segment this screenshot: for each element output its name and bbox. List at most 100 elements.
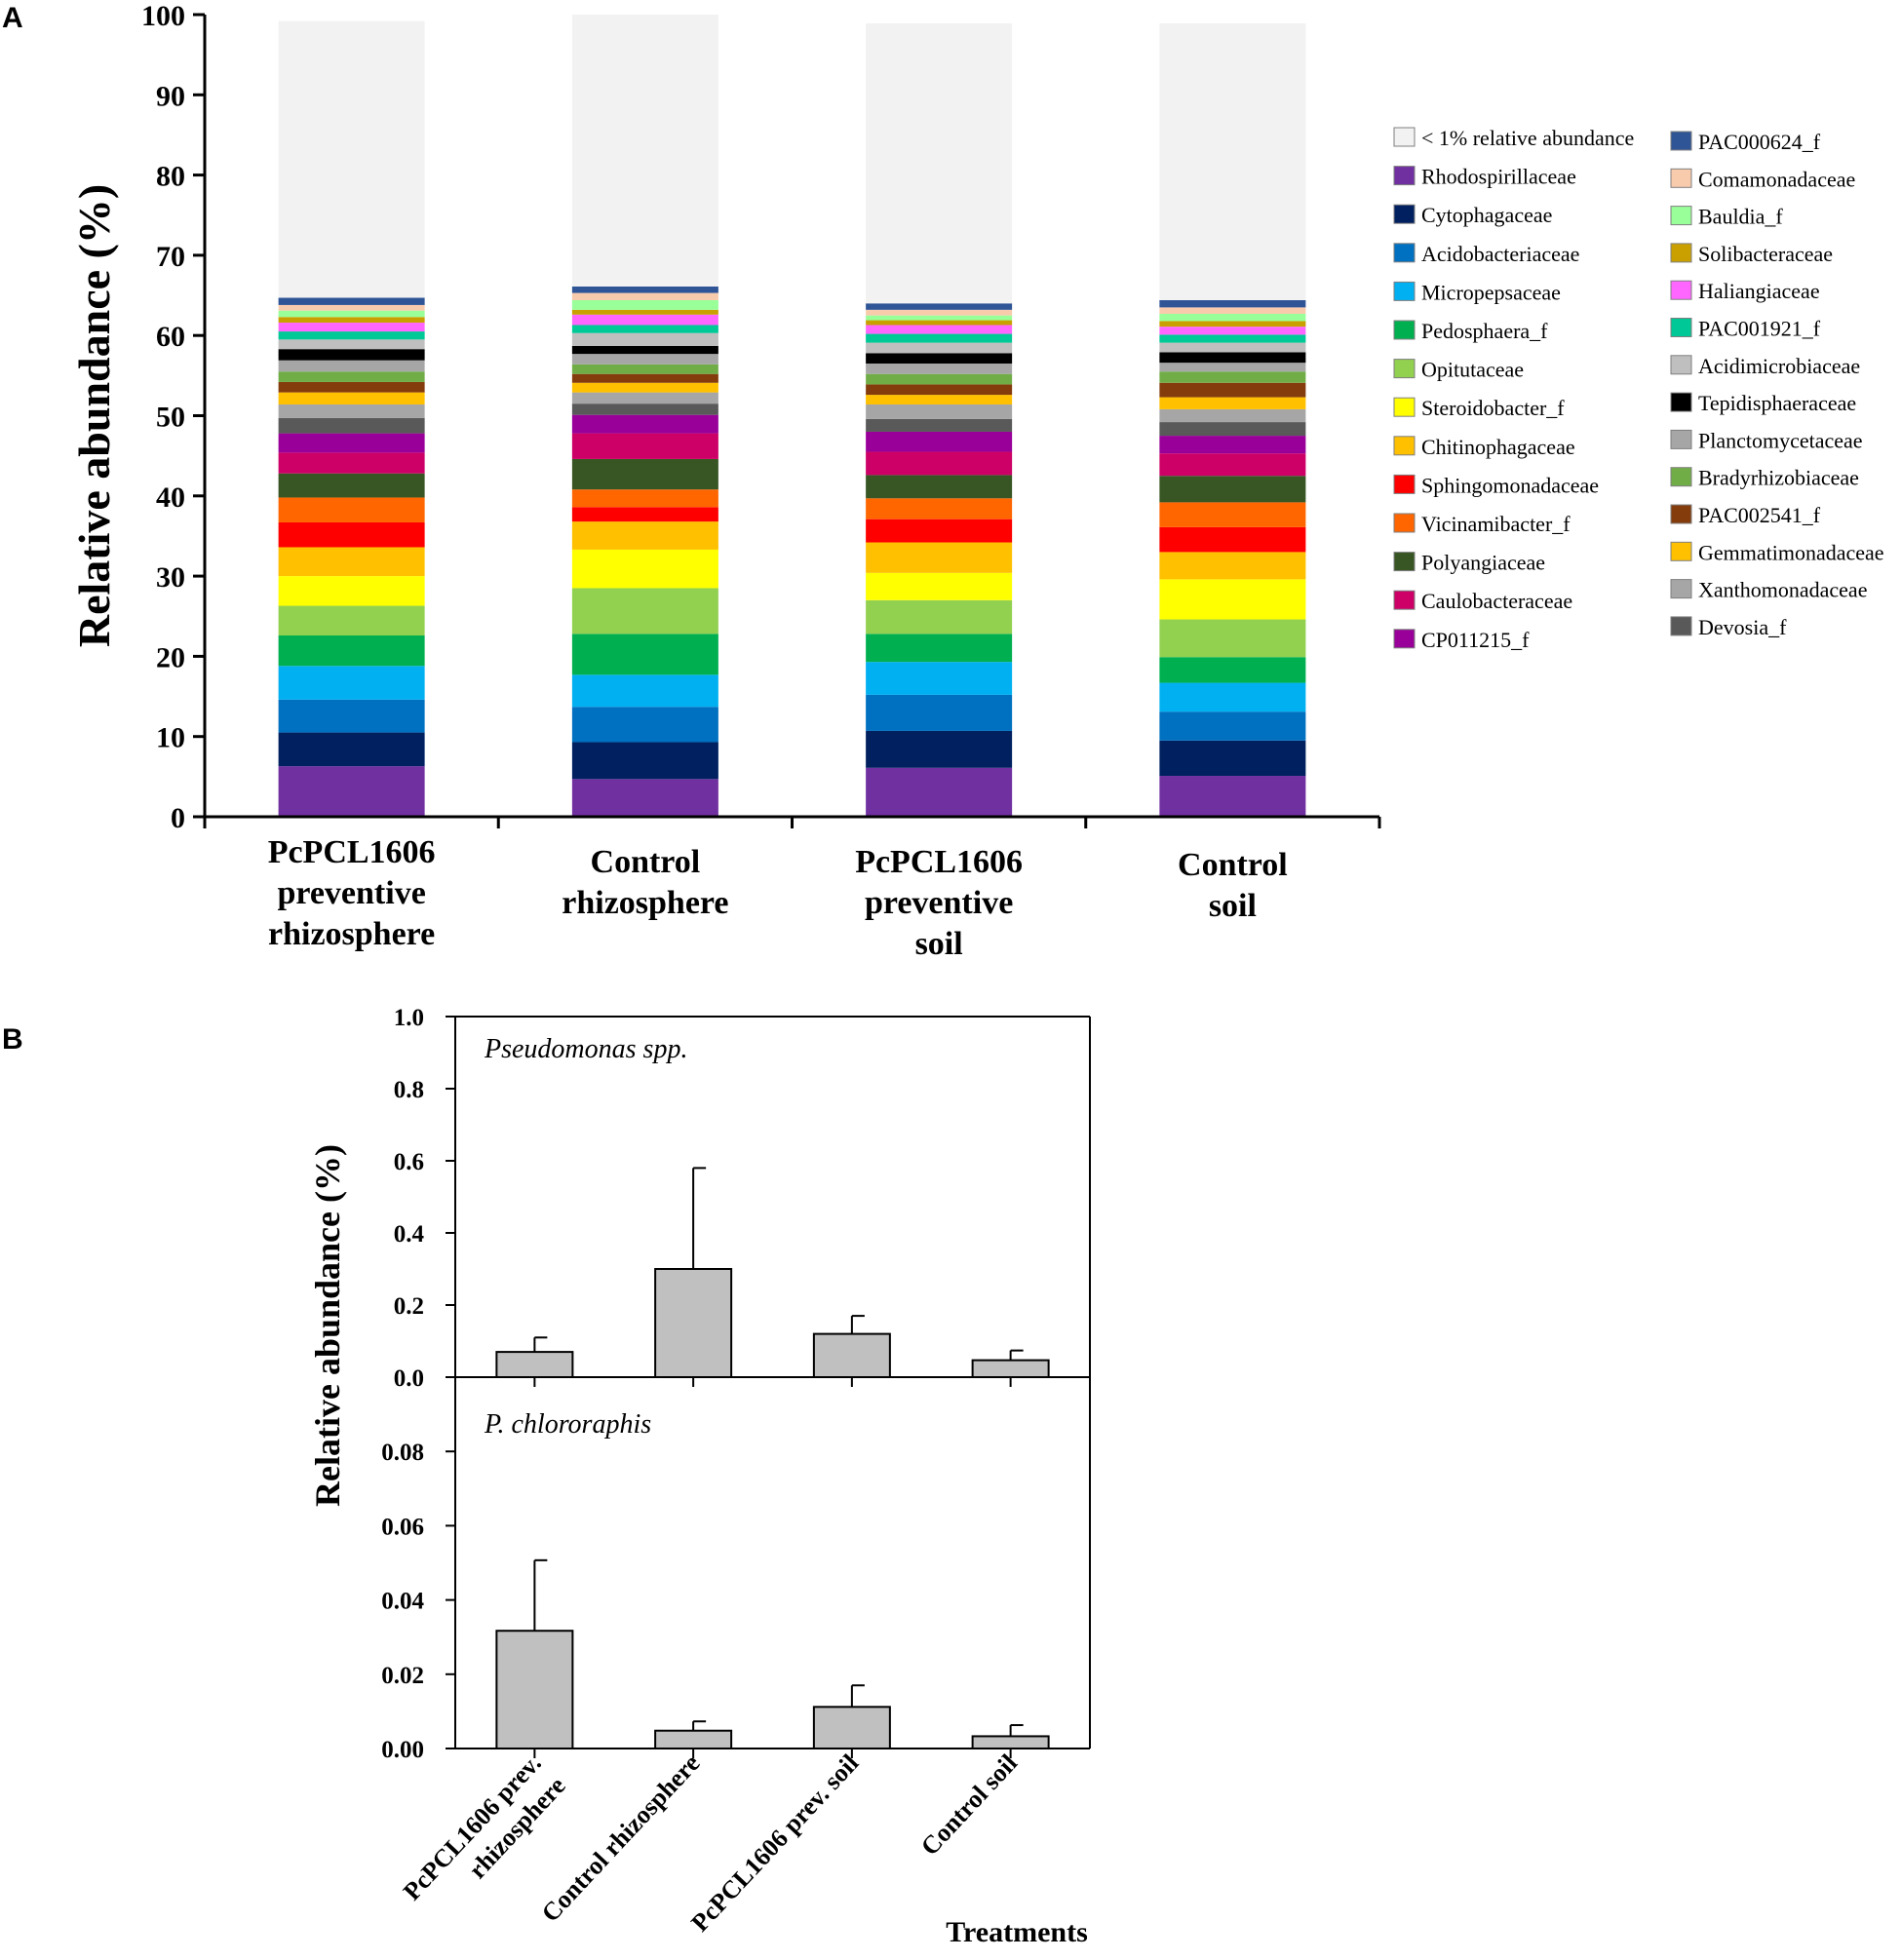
bar-segment-8 [571,521,718,550]
legend-label: Opitutaceae [1421,358,1524,382]
legend-label: Gemmatimonadaceae [1698,540,1884,564]
bar-segment-1 [866,767,1013,817]
bar-segment-14 [1159,422,1306,437]
category-label-line: PcPCL1606 [855,844,1023,880]
bar-segment-10 [1159,502,1306,527]
bar-segment-17 [1159,382,1306,398]
bar-segment-1 [1159,776,1306,817]
y-tick-label: 10 [156,722,185,754]
bar [971,1359,1050,1378]
bar-segment-7 [571,549,718,589]
legend-label: Devosia_f [1698,615,1787,639]
bar-segment-28 [571,15,718,287]
bar-segment-8 [1159,552,1306,580]
bar-segment-5 [1159,657,1306,683]
bar-segment-28 [866,23,1013,304]
bar-segment-9 [278,521,425,548]
legend-swatch [1670,541,1692,561]
legend-label: Sphingomonadaceae [1421,473,1599,497]
bar-segment-9 [571,507,718,522]
legend-swatch [1393,320,1416,340]
bar-segment-2 [1159,740,1306,777]
legend-swatch [1670,206,1692,226]
legend-label: Chitinophagaceae [1421,435,1575,459]
legend-swatch [1393,166,1416,186]
legend-label: Solibacteraceae [1698,242,1833,266]
bar-segment-13 [278,433,425,453]
category-label-line: Control [1178,847,1288,883]
bar-segment-20 [1159,352,1306,364]
bar-segment-7 [866,572,1013,600]
legend-label: Cytophagaceae [1421,203,1552,227]
y-tick-label: 0.04 [381,1589,424,1615]
y-tick-label: 100 [141,0,185,32]
legend-swatch [1393,474,1416,494]
y-tick-label: 0.4 [394,1221,425,1248]
legend-swatch [1670,467,1692,487]
legend-swatch [1670,168,1692,188]
bar [812,1332,891,1378]
y-tick-label: 0.08 [381,1440,424,1466]
bar-segment-7 [278,576,425,606]
bar-segment-16 [866,395,1013,404]
y-tick-label: 0.8 [394,1077,424,1103]
legend-label: Bauldia_f [1698,205,1783,229]
bar-segment-16 [1159,397,1306,409]
legend-label: Planctomycetaceae [1698,428,1863,452]
bar [812,1706,891,1750]
bar-segment-3 [278,699,425,733]
y-tick-label: 90 [156,80,185,112]
y-tick-label: 0.00 [381,1737,424,1763]
category-label-line: PcPCL1606 prev. soil [685,1749,864,1937]
pseudomonas-bar-chart: 0.0 0.2 0.4 0.6 0.8 1.0 Pseudomonas spp. [394,1005,1091,1392]
category-label-line: Control rhizosphere [536,1749,706,1927]
y-tick-label: 20 [156,641,185,673]
bar-segment-22 [866,333,1013,343]
legend: < 1% relative abundance Rhodospirillaceae… [1393,126,1884,652]
bar-segment-25 [571,299,718,310]
bar-segment-11 [1159,476,1306,503]
bar-segment-26 [866,309,1013,316]
bar-segment-13 [866,431,1013,452]
legend-label: Vicinamibacter_f [1421,512,1571,536]
bar-segment-15 [866,404,1013,419]
bar [654,1729,733,1750]
y-tick-label: 0.2 [394,1293,424,1320]
bar-segment-4 [278,666,425,700]
category-label: Control rhizosphere [536,1749,706,1927]
bar-segment-13 [1159,436,1306,454]
y-tick-label: 40 [156,481,185,514]
panel-b-label: B [2,1023,23,1056]
legend-swatch [1670,504,1692,524]
bar-segment-24 [866,320,1013,326]
x-axis-title: Treatments [946,1916,1088,1948]
category-label: PcPCL1606 preventive soil [855,844,1023,962]
bar-segment-27 [571,286,718,293]
legend-swatch [1393,629,1416,649]
bar-segment-8 [866,542,1013,573]
bar-segment-19 [571,354,718,365]
bar-segment-23 [1159,327,1306,335]
bar-segment-16 [571,382,718,393]
bar-segment-12 [866,451,1013,476]
legend-swatch [1393,513,1416,533]
bar-segment-22 [1159,334,1306,343]
bar-segment-20 [571,345,718,355]
legend-swatch [1670,429,1692,449]
bar-segment-5 [866,634,1013,663]
category-label-line: Control [591,844,701,880]
bar-segment-24 [278,317,425,324]
legend-label: Pedosphaera_f [1421,319,1548,343]
bar-segment-2 [571,742,718,780]
bar-segment-18 [866,373,1013,385]
legend-label: CP011215_f [1421,628,1530,652]
bar-segment-11 [571,458,718,490]
y-tick-label: 50 [156,402,185,434]
bar-segment-27 [278,297,425,305]
bar-segment-24 [571,309,718,315]
bar [971,1735,1050,1750]
bar-segment-15 [278,404,425,418]
y-tick-label: 70 [156,241,185,273]
legend-swatch [1670,131,1692,151]
